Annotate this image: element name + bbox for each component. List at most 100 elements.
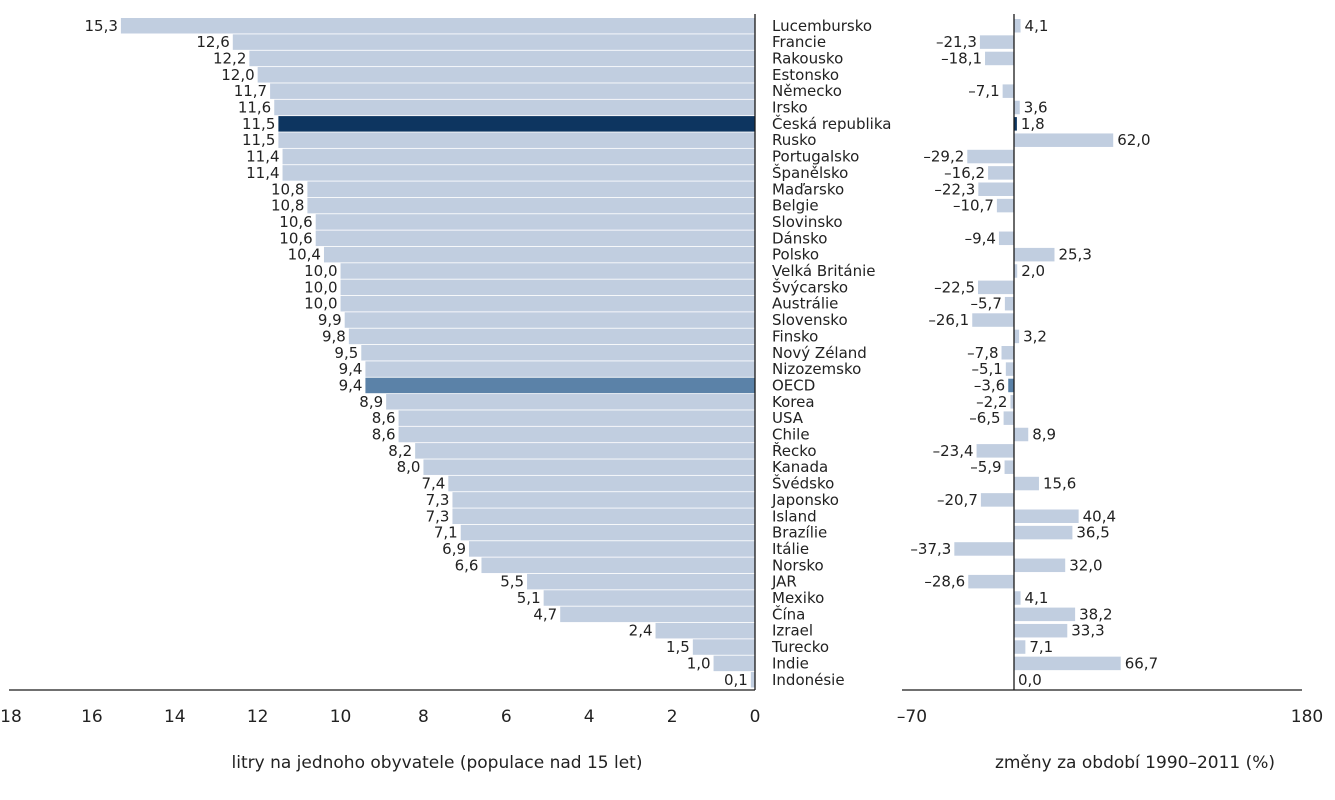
right-bar [1014, 117, 1017, 131]
right-x-axis-title: změny za období 1990–2011 (%) [995, 753, 1275, 773]
right-bar [1014, 509, 1079, 523]
left-value-label: 11,5 [242, 115, 275, 133]
left-value-label: 10,6 [279, 229, 312, 247]
left-value-label: 7,3 [426, 491, 450, 509]
left-bar [232, 34, 756, 50]
right-bar [1014, 427, 1029, 442]
country-label: Itálie [772, 540, 809, 558]
right-value-label: 4,1 [1025, 589, 1049, 607]
country-label: Chile [772, 426, 810, 444]
right-value-label: –22,3 [934, 180, 975, 198]
left-value-label: 11,4 [246, 148, 279, 166]
country-label: Korea [772, 393, 815, 411]
right-bar [1014, 591, 1021, 605]
right-value-label: –21,3 [936, 33, 977, 51]
left-value-label: 9,4 [339, 376, 363, 394]
left-bar [323, 246, 755, 263]
country-label: Polsko [772, 246, 819, 264]
left-value-label: 5,1 [517, 589, 541, 607]
left-value-label: 10,0 [304, 262, 337, 280]
right-bar [967, 149, 1014, 164]
right-value-label: –18,1 [941, 49, 982, 67]
country-label: USA [772, 409, 804, 427]
left-value-label: 12,6 [196, 33, 229, 51]
country-label: Rakousko [772, 49, 843, 67]
right-value-label: 38,2 [1079, 605, 1112, 623]
country-label: Finsko [772, 327, 818, 345]
left-bar [423, 459, 755, 475]
left-bar [340, 263, 755, 279]
right-value-label: 40,4 [1083, 507, 1116, 525]
left-value-label: 1,0 [687, 654, 711, 672]
right-bar [1014, 623, 1068, 638]
left-value-label: 5,5 [500, 573, 524, 591]
left-value-label: 9,5 [334, 344, 358, 362]
left-bar [452, 508, 755, 524]
left-bar [257, 67, 755, 83]
right-value-label: 3,6 [1024, 99, 1048, 117]
left-tick-label: 8 [418, 707, 429, 727]
right-tick-label: –70 [897, 707, 927, 727]
right-bar [976, 444, 1014, 458]
left-value-label: 8,9 [359, 393, 383, 411]
left-bar [274, 99, 755, 116]
right-value-label: –9,4 [965, 229, 996, 247]
right-value-label: –3,6 [974, 376, 1005, 394]
country-label: Japonsko [771, 491, 839, 509]
left-value-label: 12,2 [213, 49, 246, 67]
left-value-label: 7,1 [434, 524, 458, 542]
right-bar [978, 280, 1014, 295]
left-bar [460, 524, 755, 541]
country-label: Francie [772, 33, 826, 51]
left-bar [398, 410, 755, 426]
left-bar [543, 590, 755, 606]
left-bar [340, 295, 755, 312]
right-bar [1004, 296, 1014, 311]
country-label: Dánsko [772, 229, 827, 247]
left-bar [655, 622, 755, 639]
right-bar [1002, 84, 1014, 98]
right-value-label: 4,1 [1025, 17, 1049, 35]
left-value-label: 10,0 [304, 295, 337, 313]
right-value-label: 3,2 [1023, 327, 1047, 345]
right-bar [1014, 133, 1114, 147]
right-bar [979, 35, 1014, 49]
right-value-label: 66,7 [1125, 654, 1158, 672]
country-label: Norsko [772, 556, 824, 574]
right-bar [1003, 411, 1014, 425]
right-chart-value-labels: 4,1–21,3–18,1–7,13,61,862,0–29,2–16,2–22… [910, 17, 1158, 689]
right-value-label: 62,0 [1117, 131, 1150, 149]
left-bar [398, 426, 755, 443]
right-value-label: –2,2 [976, 393, 1007, 411]
right-bar [972, 313, 1014, 327]
left-bar [365, 377, 755, 394]
left-bar [340, 279, 755, 296]
right-chart-bars [954, 19, 1121, 671]
right-value-label: 32,0 [1069, 556, 1102, 574]
right-value-label: –5,7 [971, 295, 1002, 313]
country-label: Brazílie [772, 524, 827, 542]
left-value-label: 10,4 [288, 246, 321, 264]
right-bar [985, 51, 1014, 66]
left-bar [365, 361, 755, 377]
left-value-label: 11,7 [234, 82, 267, 100]
right-value-label: –6,5 [969, 409, 1000, 427]
country-label: OECD [772, 376, 815, 394]
right-bar [980, 493, 1014, 507]
left-value-label: 8,2 [388, 442, 412, 460]
left-bar [307, 181, 755, 197]
left-value-label: 10,8 [271, 180, 304, 198]
country-label: Švýcarsko [772, 277, 848, 296]
left-value-label: 10,8 [271, 197, 304, 215]
right-value-label: 1,8 [1021, 115, 1045, 133]
left-value-label: 2,4 [629, 622, 653, 640]
country-label: Česká republika [772, 114, 891, 133]
country-label: Lucembursko [772, 17, 872, 35]
right-tick-label: 180 [1291, 707, 1323, 727]
left-bar [750, 672, 755, 688]
right-value-label: –5,9 [970, 458, 1001, 476]
right-value-label: –20,7 [937, 491, 978, 509]
right-value-label: –7,1 [968, 82, 999, 100]
left-bar [344, 312, 755, 328]
left-bar [713, 655, 755, 672]
